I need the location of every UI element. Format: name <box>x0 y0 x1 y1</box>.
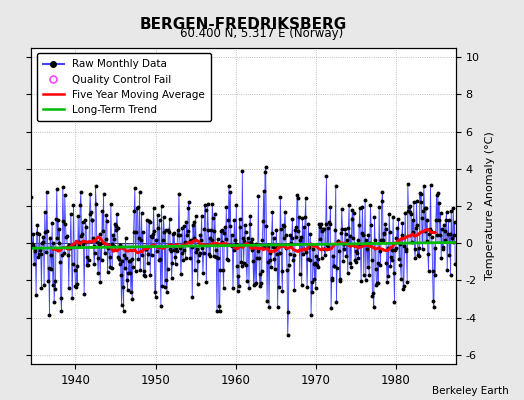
Legend: Raw Monthly Data, Quality Control Fail, Five Year Moving Average, Long-Term Tren: Raw Monthly Data, Quality Control Fail, … <box>37 53 211 121</box>
Title: BERGEN-FREDRIKSBERG: BERGEN-FREDRIKSBERG <box>140 16 347 32</box>
Y-axis label: Temperature Anomaly (°C): Temperature Anomaly (°C) <box>485 132 495 280</box>
Text: 60.400 N, 5.317 E (Norway): 60.400 N, 5.317 E (Norway) <box>180 28 344 40</box>
Text: Berkeley Earth: Berkeley Earth <box>432 386 508 396</box>
